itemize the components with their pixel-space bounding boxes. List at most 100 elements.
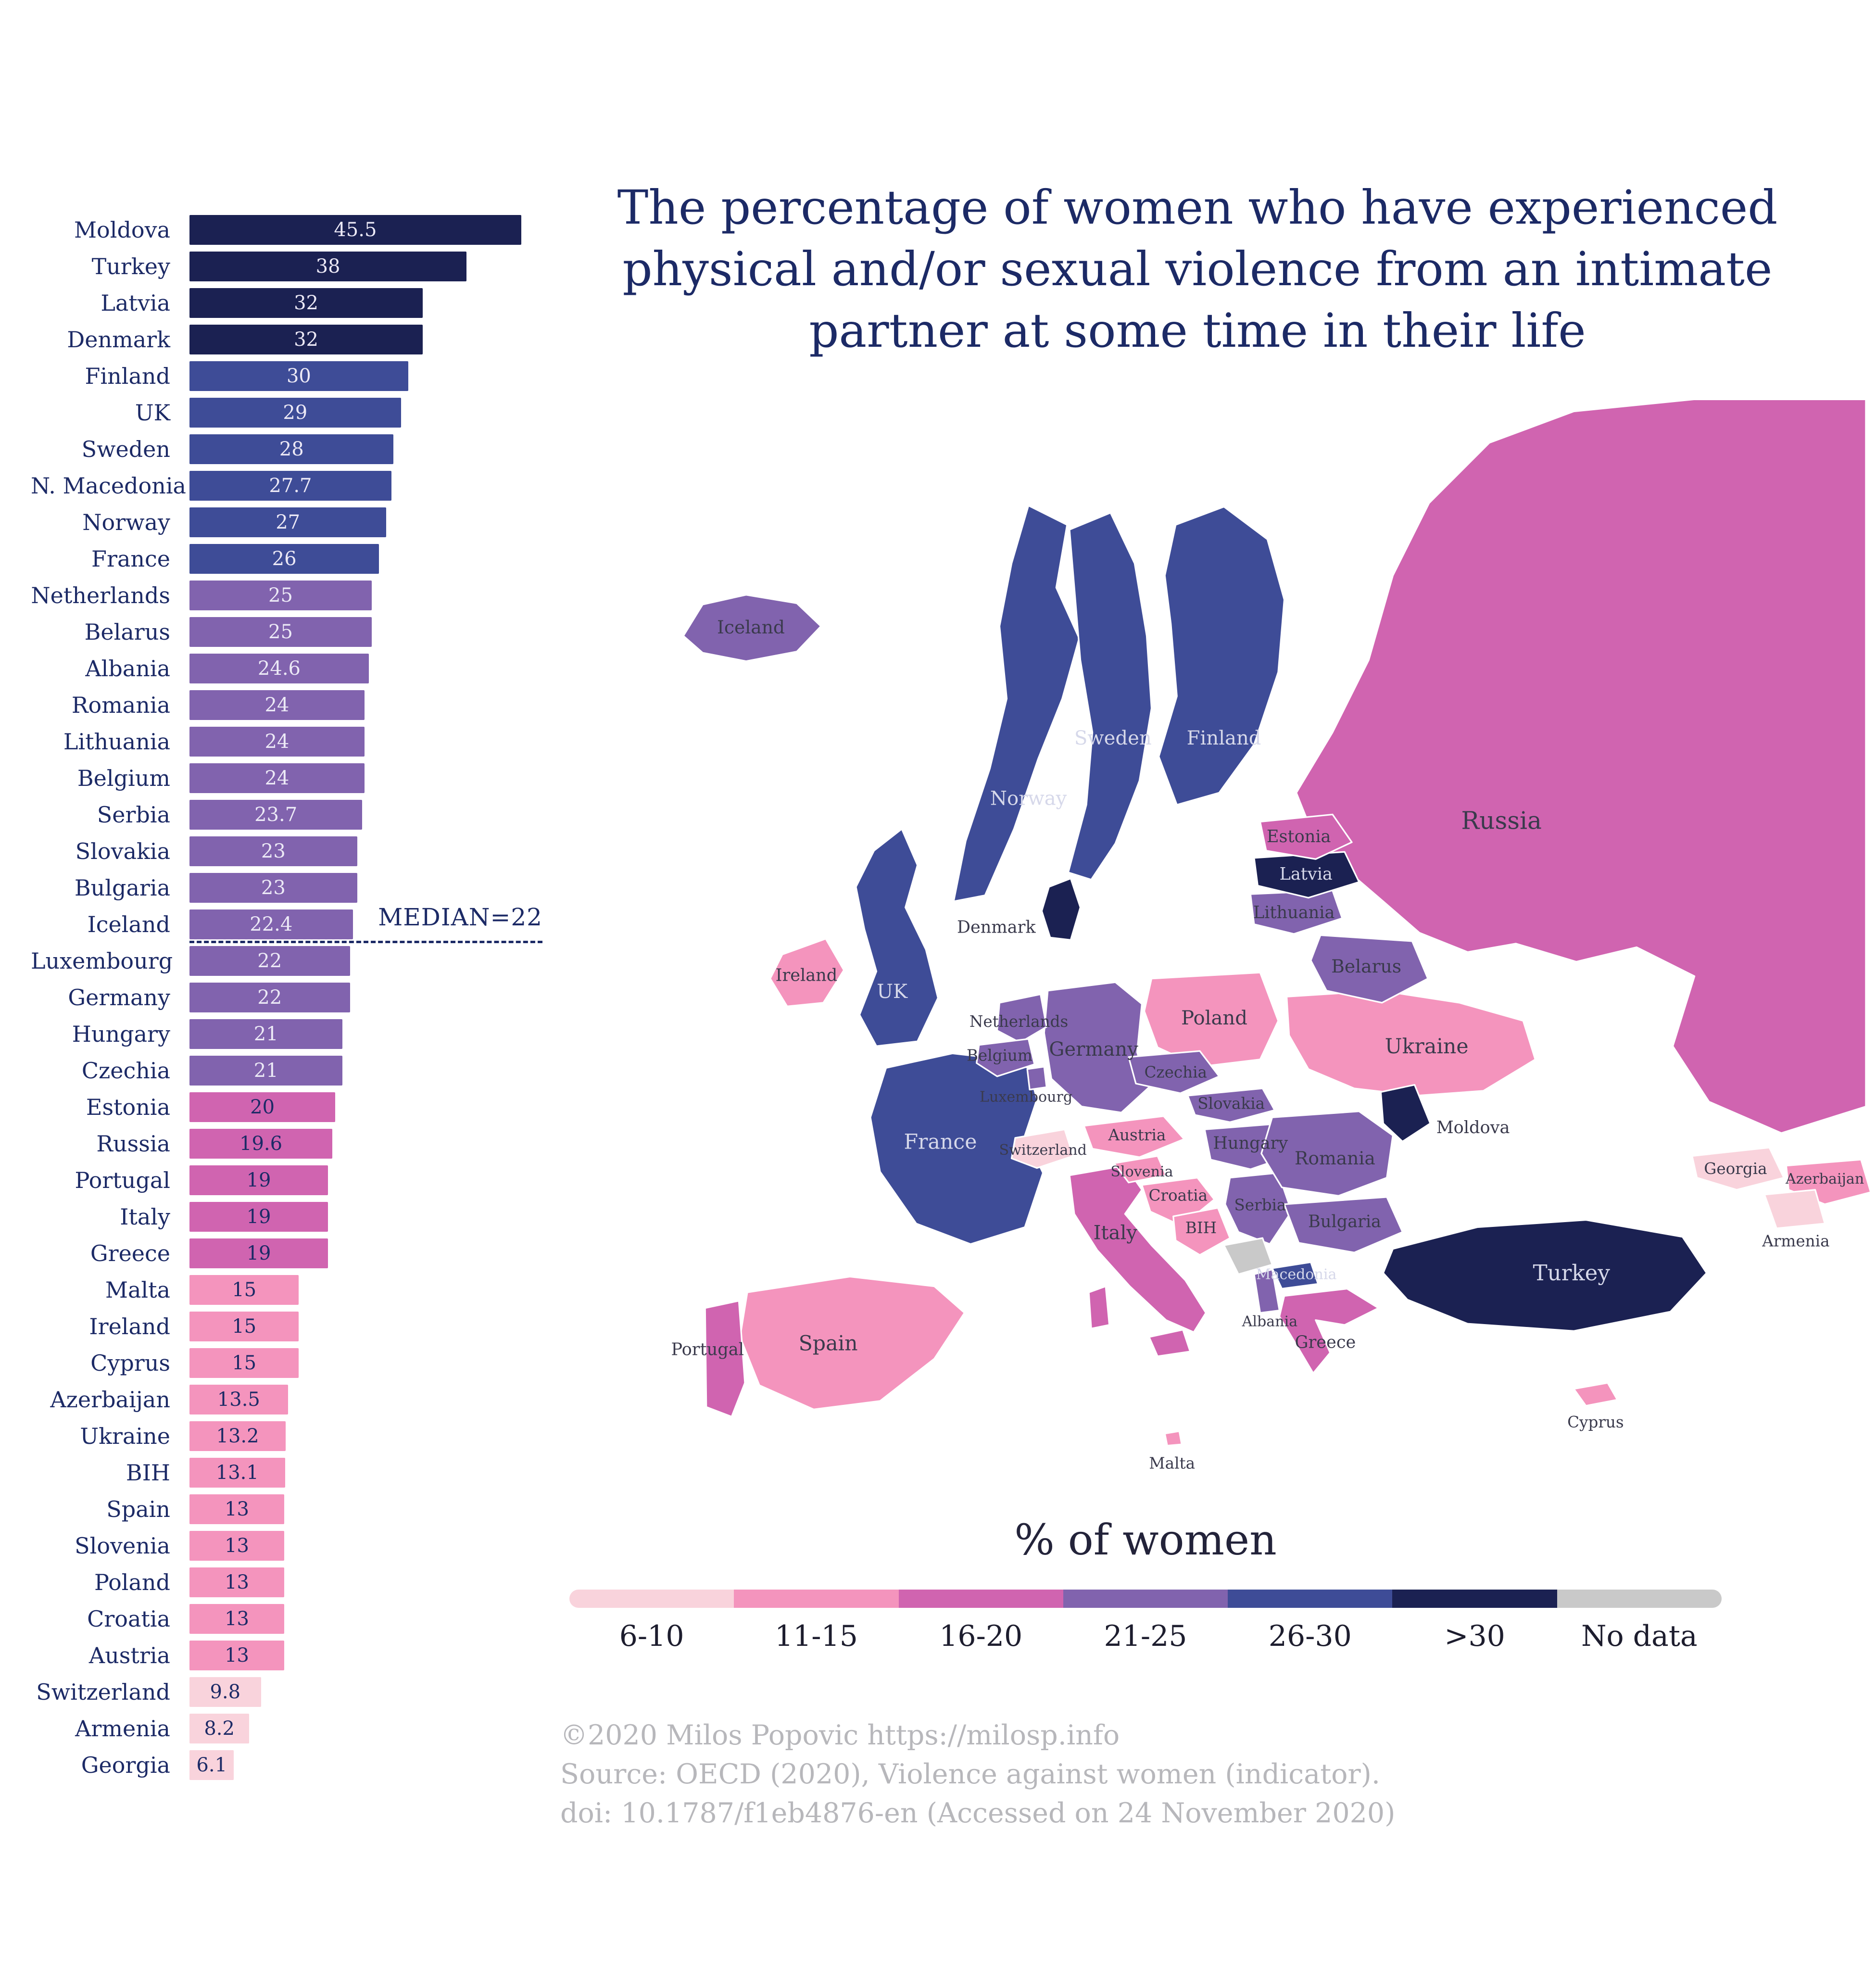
map-country-iceland bbox=[682, 594, 822, 662]
bar: 9.8 bbox=[189, 1677, 261, 1707]
bar-row-label: Luxembourg bbox=[31, 948, 173, 974]
bar-row: Spain 13 bbox=[31, 1491, 608, 1528]
bar: 32 bbox=[189, 288, 423, 318]
bar: 15 bbox=[189, 1348, 299, 1378]
bar: 21 bbox=[189, 1019, 343, 1049]
bar-row-label: Spain bbox=[106, 1496, 170, 1522]
legend-label--30: >30 bbox=[1444, 1619, 1505, 1653]
bar-value-label: 23 bbox=[261, 877, 286, 899]
bar-row-label: Austria bbox=[88, 1642, 170, 1668]
legend-label-6-10: 6-10 bbox=[619, 1619, 684, 1653]
bar-value-label: 27 bbox=[276, 511, 301, 533]
bar-row: Austria 13 bbox=[31, 1637, 608, 1674]
bar: 27.7 bbox=[189, 471, 391, 501]
bar-value-label: 24 bbox=[264, 767, 290, 789]
bar: 13 bbox=[189, 1567, 285, 1597]
map-label-slovenia: Slovenia bbox=[1110, 1163, 1173, 1180]
map-label-czechia: Czechia bbox=[1144, 1063, 1207, 1081]
bar-value-label: 15 bbox=[232, 1315, 257, 1338]
bar-value-label: 6.1 bbox=[196, 1754, 227, 1776]
bar-value-label: 30 bbox=[286, 365, 311, 387]
map-country-luxembourg bbox=[1026, 1066, 1047, 1091]
bar: 25 bbox=[189, 617, 372, 647]
bar-row-label: N. Macedonia bbox=[31, 473, 186, 499]
map-label-france: France bbox=[904, 1130, 977, 1154]
map-label-cyprus: Cyprus bbox=[1567, 1413, 1624, 1431]
bar-row: Poland 13 bbox=[31, 1564, 608, 1601]
bar-row: France 26 bbox=[31, 541, 608, 577]
bar-value-label: 22.4 bbox=[250, 913, 293, 935]
bar-row: BIH 13.1 bbox=[31, 1454, 608, 1491]
map-country-slovakia bbox=[1187, 1087, 1276, 1123]
map-country-belarus bbox=[1310, 934, 1429, 1004]
bar-row-label: Moldova bbox=[74, 217, 170, 243]
map-country-belgium bbox=[976, 1038, 1035, 1077]
bar-row: Portugal 19 bbox=[31, 1162, 608, 1199]
map-country-ukraine bbox=[1285, 990, 1536, 1097]
map-country-portugal bbox=[704, 1300, 746, 1418]
map-country-cyprus bbox=[1573, 1382, 1618, 1407]
bar-row: Cyprus 15 bbox=[31, 1345, 608, 1381]
map-country-albania bbox=[1253, 1268, 1281, 1314]
map-country-italy bbox=[1069, 1164, 1207, 1333]
map-label-switzerland: Switzerland bbox=[999, 1142, 1087, 1159]
bar-row: Luxembourg 22 bbox=[31, 943, 608, 979]
map-label-luxembourg: Luxembourg bbox=[980, 1089, 1072, 1106]
bar-value-label: 25 bbox=[268, 584, 293, 606]
bar-row-label: Azerbaijan bbox=[50, 1387, 170, 1413]
bar-row-label: Portugal bbox=[75, 1167, 170, 1193]
bar-value-label: 22 bbox=[257, 950, 282, 972]
map-label-denmark: Denmark bbox=[957, 917, 1036, 937]
bar-row: Belgium 24 bbox=[31, 760, 608, 796]
bar-row-label: Norway bbox=[82, 509, 170, 535]
bar-row: Moldova 45.5 bbox=[31, 212, 608, 248]
bar-value-label: 26 bbox=[272, 548, 297, 570]
map-label-spain: Spain bbox=[799, 1331, 858, 1355]
map-legend: % of women 6-10 11-15 16-20 21-25 26-30 >30 No… bbox=[569, 1515, 1722, 1653]
bar: 19 bbox=[189, 1238, 328, 1268]
map-country-italy bbox=[1088, 1285, 1110, 1329]
bar-value-label: 13 bbox=[225, 1608, 249, 1630]
bar-value-label: 13 bbox=[225, 1644, 249, 1667]
bar: 24.6 bbox=[189, 654, 369, 683]
bar-row: Iceland 22.4 bbox=[31, 906, 608, 943]
map-label-belarus: Belarus bbox=[1331, 956, 1401, 977]
bar-value-label: 38 bbox=[315, 255, 340, 278]
bar-value-label: 27.7 bbox=[269, 475, 312, 497]
map-country-malta bbox=[1164, 1430, 1183, 1447]
legend-swatch-6-10 bbox=[569, 1590, 734, 1608]
bar-row-label: Croatia bbox=[87, 1606, 170, 1632]
bar-row: Bulgaria 23 bbox=[31, 870, 608, 906]
bar-value-label: 13.5 bbox=[217, 1389, 260, 1411]
bar: 15 bbox=[189, 1275, 299, 1305]
bar-row: N. Macedonia 27.7 bbox=[31, 467, 608, 504]
bar: 13.2 bbox=[189, 1421, 286, 1451]
bar: 13 bbox=[189, 1494, 285, 1524]
credit-line-source: Source: OECD (2020), Violence against wo… bbox=[560, 1758, 1381, 1790]
legend-label-No-data: No data bbox=[1581, 1619, 1698, 1653]
map-label-portugal: Portugal bbox=[671, 1340, 743, 1360]
map-label-bih: BIH bbox=[1185, 1219, 1217, 1237]
map-label-armenia: Armenia bbox=[1762, 1232, 1829, 1250]
bar-row: Finland 30 bbox=[31, 358, 608, 394]
credit-line-copyright: ©2020 Milos Popovic https://milosp.info bbox=[560, 1719, 1120, 1751]
bar-row-label: Poland bbox=[94, 1569, 170, 1595]
bar: 13.5 bbox=[189, 1385, 288, 1414]
legend-swatch-No-data bbox=[1557, 1590, 1722, 1608]
bar-row: Azerbaijan 13.5 bbox=[31, 1381, 608, 1418]
bar-row: Serbia 23.7 bbox=[31, 796, 608, 833]
bar-value-label: 28 bbox=[279, 438, 304, 460]
bar-row: Switzerland 9.8 bbox=[31, 1674, 608, 1710]
bar: 13.1 bbox=[189, 1458, 285, 1488]
bar: 24 bbox=[189, 763, 365, 793]
bar-row-label: France bbox=[91, 546, 170, 572]
bar: 22.4 bbox=[189, 909, 353, 939]
bar-row-label: Serbia bbox=[97, 802, 170, 828]
map-country-romania bbox=[1260, 1111, 1394, 1197]
legend-swatch-26-30 bbox=[1228, 1590, 1393, 1608]
bar-row: Italy 19 bbox=[31, 1199, 608, 1235]
bar-value-label: 21 bbox=[253, 1060, 278, 1082]
bar-value-label: 19 bbox=[246, 1206, 271, 1228]
bar: 19.6 bbox=[189, 1129, 333, 1159]
bar-row: Sweden 28 bbox=[31, 431, 608, 467]
